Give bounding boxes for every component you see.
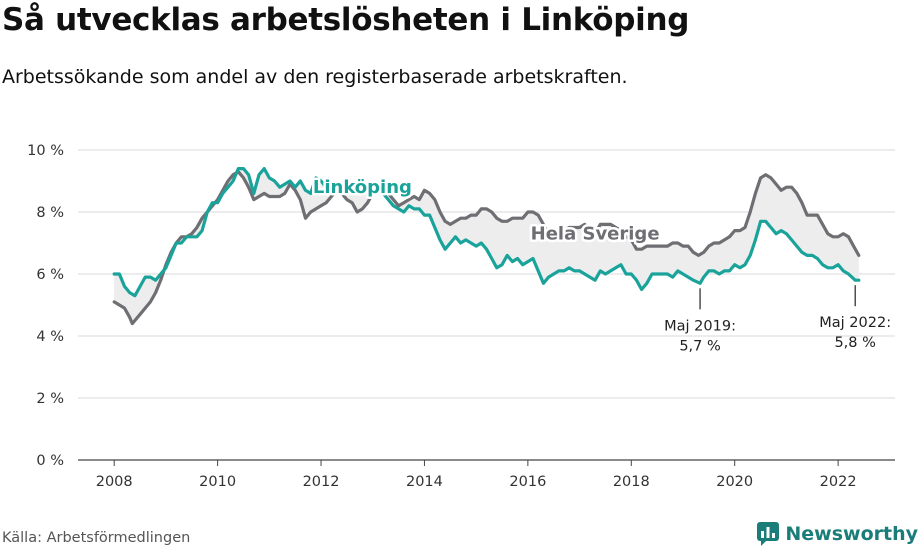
brand-name: Newsworthy <box>785 523 918 545</box>
annotation-value: 5,7 % <box>679 338 720 354</box>
x-tick-label: 2018 <box>613 474 650 490</box>
x-tick-label: 2014 <box>406 474 443 490</box>
x-tick-label: 2008 <box>96 474 133 490</box>
series-label-halo: Linköping <box>313 177 412 198</box>
x-tick-label: 2016 <box>509 474 546 490</box>
brand-logo[interactable]: Newsworthy <box>757 519 918 549</box>
series-label-halo: Hela Sverige <box>531 224 660 245</box>
y-tick-label: 0 % <box>36 453 64 469</box>
series-lines <box>112 167 861 326</box>
x-tick-label: 2010 <box>199 474 236 490</box>
newsworthy-logo-icon <box>757 522 780 546</box>
series-label: Linköping <box>313 177 412 198</box>
series-label: Hela Sverige <box>531 224 660 245</box>
x-tick-label: 2020 <box>716 474 753 490</box>
axes: 0 % 2 % 4 % 6 % 8 % 10 % 2008 2010 2012 2014 2016 2… <box>27 143 856 490</box>
series-line-hela-sverige <box>112 170 861 326</box>
annotation-label: Maj 2022: <box>819 315 891 331</box>
y-tick-label: 10 % <box>27 143 64 159</box>
y-tick-label: 6 % <box>36 267 64 283</box>
x-tick-label: 2012 <box>303 474 340 490</box>
y-tick-label: 4 % <box>36 329 64 345</box>
page-subtitle: Arbetssökande som andel av den registerb… <box>2 66 628 88</box>
gap-area-fill <box>114 168 859 324</box>
y-tick-label: 2 % <box>36 391 64 407</box>
annotation-value: 5,8 % <box>834 335 875 351</box>
page-title: Så utvecklas arbetslösheten i Linköping <box>2 2 690 38</box>
source-note: Källa: Arbetsförmedlingen <box>2 530 191 546</box>
gap-area <box>114 168 859 324</box>
x-tick-label: 2022 <box>820 474 857 490</box>
annotation-label: Maj 2019: <box>664 318 736 334</box>
annotations: Maj 2019: 5,7 % Maj 2022: 5,8 % <box>664 285 891 354</box>
series-line-linköping <box>112 167 861 298</box>
y-tick-label: 8 % <box>36 205 64 221</box>
